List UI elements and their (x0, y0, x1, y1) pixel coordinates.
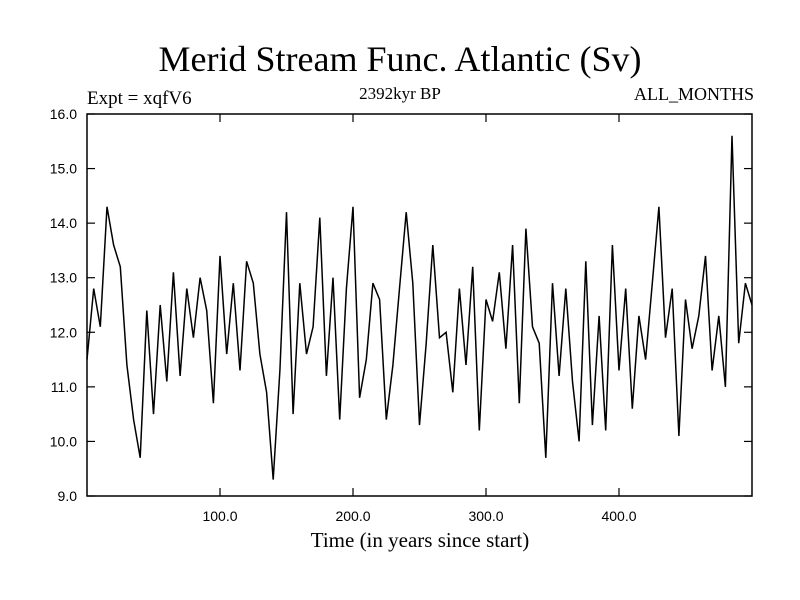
x-tick-label: 400.0 (601, 508, 636, 524)
x-tick-label: 300.0 (468, 508, 503, 524)
experiment-label: Expt = xqfV6 (87, 88, 192, 109)
chart-title: Merid Stream Func. Atlantic (Sv) (158, 39, 642, 79)
x-tick-label: 200.0 (335, 508, 370, 524)
plot-frame (86, 113, 753, 497)
y-tick-label: 13.0 (50, 270, 77, 286)
y-tick-label: 15.0 (50, 161, 77, 177)
x-axis-label: Time (in years since start) (310, 528, 530, 552)
y-tick-label: 11.0 (51, 379, 77, 395)
tick-group: 9.0 10.0 11.0 12.0 13.0 14.0 15.0 16.0 100.0 200.… (50, 106, 752, 524)
y-tick-label: 14.0 (50, 215, 77, 231)
y-tick-label: 12.0 (50, 324, 77, 340)
period-label: 2392kyr BP (359, 84, 441, 103)
y-tick-label: 9.0 (58, 488, 78, 504)
y-tick-label: 16.0 (50, 106, 77, 122)
series-line (86, 135, 753, 480)
x-tick-label: 100.0 (202, 508, 237, 524)
months-label: ALL_MONTHS (634, 84, 754, 104)
y-tick-label: 10.0 (50, 433, 77, 449)
